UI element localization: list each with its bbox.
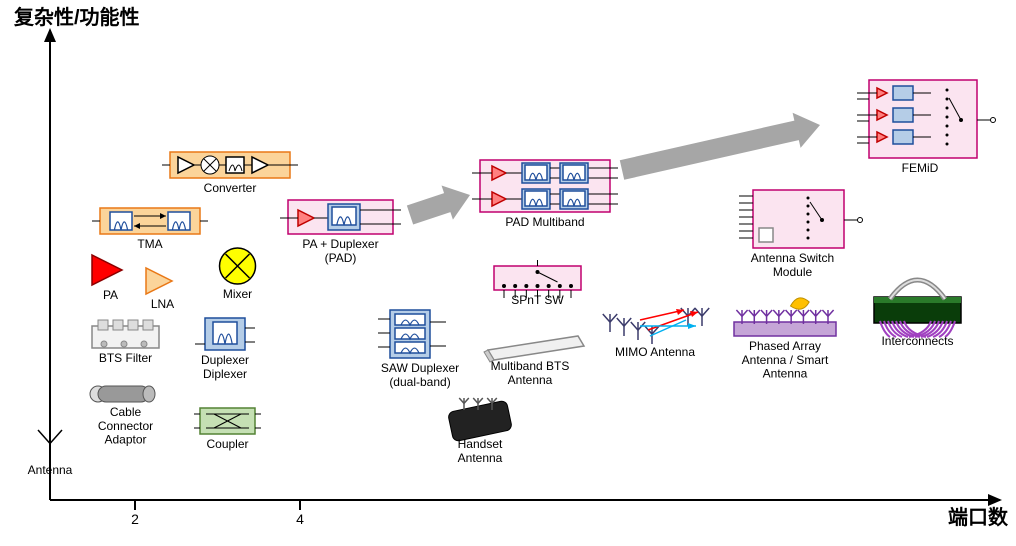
svg-text:4: 4	[296, 511, 304, 527]
svg-text:BTS Filter: BTS Filter	[99, 351, 152, 365]
svg-text:Phased ArrayAntenna / SmartAnt: Phased ArrayAntenna / SmartAntenna	[742, 339, 829, 381]
svg-text:HandsetAntenna: HandsetAntenna	[458, 437, 503, 465]
svg-text:SAW Duplexer(dual-band): SAW Duplexer(dual-band)	[381, 361, 459, 389]
tma-item: TMA	[92, 208, 208, 251]
svg-text:LNA: LNA	[151, 297, 174, 311]
svg-text:CableConnectorAdaptor: CableConnectorAdaptor	[98, 405, 153, 447]
mimo-item: MIMO Antenna	[603, 308, 709, 359]
svg-text:Converter: Converter	[204, 181, 257, 195]
btsfilter-item: BTS Filter	[92, 320, 159, 365]
handset-item: HandsetAntenna	[448, 398, 513, 465]
svg-text:Interconnects: Interconnects	[881, 334, 953, 348]
svg-text:Mixer: Mixer	[223, 287, 252, 301]
coupler-item: Coupler	[194, 408, 261, 451]
mbbts-item: Multiband BTSAntenna	[484, 336, 584, 387]
padmulti-item: PAD Multiband	[472, 160, 618, 229]
converter-item: Converter	[162, 152, 298, 195]
mixer-item: Mixer	[220, 248, 256, 301]
svg-text:Coupler: Coupler	[206, 437, 248, 451]
svg-text:Antenna: Antenna	[28, 463, 73, 477]
phased-item: Phased ArrayAntenna / SmartAntenna	[734, 298, 836, 381]
svg-text:复杂性/功能性: 复杂性/功能性	[13, 5, 140, 29]
diagram-canvas: 2 4 复杂性/功能性端口数 Antenna PA LNA TMA Converter Mixe…	[0, 0, 1016, 546]
asm-item: Antenna SwitchModule	[739, 190, 863, 279]
svg-text:SPnT SW: SPnT SW	[511, 293, 564, 307]
svg-text:端口数: 端口数	[948, 505, 1009, 529]
svg-text:FEMiD: FEMiD	[902, 161, 939, 175]
svg-text:PA: PA	[103, 288, 118, 302]
svg-text:DuplexerDiplexer: DuplexerDiplexer	[201, 353, 249, 381]
antenna-item: Antenna	[28, 430, 73, 477]
svg-text:2: 2	[131, 511, 139, 527]
svg-text:PA + Duplexer(PAD): PA + Duplexer(PAD)	[302, 237, 378, 265]
spntsw-item: SPnT SW	[494, 260, 581, 307]
duplexer-item: DuplexerDiplexer	[195, 318, 255, 381]
svg-text:MIMO Antenna: MIMO Antenna	[615, 345, 695, 359]
pad-item: PA + Duplexer(PAD)	[280, 200, 401, 265]
svg-text:PAD Multiband: PAD Multiband	[505, 215, 584, 229]
pa-item: PA	[92, 255, 122, 302]
sawdup-item: SAW Duplexer(dual-band)	[378, 310, 459, 389]
svg-text:Antenna SwitchModule: Antenna SwitchModule	[751, 251, 834, 279]
interconnects-item: Interconnects	[874, 280, 961, 348]
lna-item: LNA	[146, 268, 174, 311]
cable-item: CableConnectorAdaptor	[90, 386, 155, 447]
femid-item: FEMiD	[857, 80, 996, 175]
svg-text:TMA: TMA	[137, 237, 162, 251]
svg-text:Multiband BTSAntenna: Multiband BTSAntenna	[491, 359, 570, 387]
